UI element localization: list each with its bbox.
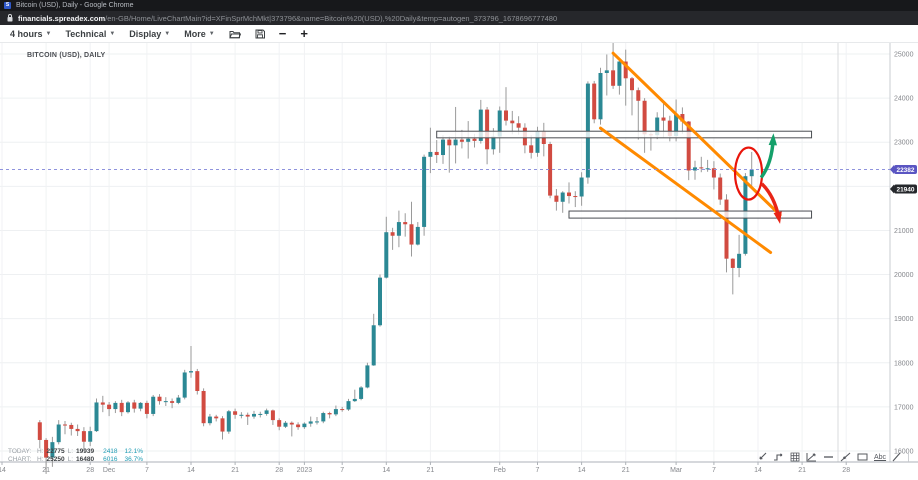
horizontal-line-tool-icon[interactable] <box>823 452 834 462</box>
window-title-bar: S Bitcoin (USD), Daily - Google Chrome <box>0 0 918 11</box>
svg-text:17000: 17000 <box>894 404 914 411</box>
svg-text:Mar: Mar <box>670 467 683 474</box>
today-stats-row: TODAY: H: 22775 L: 19939 2418 12.1% <box>8 448 143 455</box>
url-text: financials.spreadex.com/en-GB/Home/LiveC… <box>18 14 557 23</box>
channel-upper <box>611 51 782 217</box>
url-path: /en-GB/Home/LiveChartMain?id=XFinSprMchM… <box>105 13 558 23</box>
trend-angle-tool-icon[interactable] <box>806 452 817 462</box>
timeframe-menu[interactable]: 4 hours ▼ <box>10 28 52 39</box>
chevron-down-icon: ▼ <box>208 30 215 37</box>
grid-tool-icon[interactable] <box>790 452 800 462</box>
folder-icon <box>228 30 241 38</box>
svg-text:28: 28 <box>842 467 850 474</box>
resistance-zone <box>436 130 813 139</box>
trendline-tool-icon[interactable] <box>840 452 851 462</box>
zoom-out-button[interactable]: − <box>278 26 287 41</box>
polyline-tool-icon[interactable] <box>773 452 784 462</box>
zoom-in-button[interactable]: + <box>300 26 308 41</box>
svg-text:28: 28 <box>86 467 94 474</box>
secondary-price-badge: 21940 <box>890 184 917 194</box>
svg-text:2023: 2023 <box>297 467 313 474</box>
channel-lower <box>599 126 773 254</box>
svg-text:14: 14 <box>578 467 586 474</box>
pointer-tool-icon[interactable] <box>757 452 767 462</box>
save-button[interactable] <box>255 29 265 39</box>
bearish-arrow-head <box>773 211 782 224</box>
svg-text:7: 7 <box>536 467 540 474</box>
candles-layer <box>37 43 754 474</box>
open-folder-button[interactable] <box>228 29 241 39</box>
svg-text:Dec: Dec <box>103 467 116 474</box>
chart-symbol-label: BITCOIN (USD), DAILY <box>27 52 106 59</box>
svg-text:25000: 25000 <box>894 52 914 59</box>
svg-text:21: 21 <box>622 467 630 474</box>
svg-text:24000: 24000 <box>894 96 914 103</box>
chevron-down-icon: ▼ <box>109 30 116 37</box>
technical-menu[interactable]: Technical ▼ <box>65 28 116 39</box>
chart-toolbar: 4 hours ▼ Technical ▼ Display ▼ More ▼ − + <box>0 25 918 43</box>
svg-text:28: 28 <box>275 467 283 474</box>
svg-text:22382: 22382 <box>896 167 914 174</box>
bullish-arrow <box>759 139 775 179</box>
lock-icon <box>7 14 13 22</box>
svg-text:18000: 18000 <box>894 360 914 367</box>
svg-text:14: 14 <box>0 467 6 474</box>
svg-text:7: 7 <box>712 467 716 474</box>
window-title: Bitcoin (USD), Daily - Google Chrome <box>16 2 134 9</box>
annotations-layer <box>733 133 782 224</box>
price-badges-layer: 22382 21940 <box>890 164 917 194</box>
svg-text:21: 21 <box>231 467 239 474</box>
current-price-badge: 22382 <box>890 164 917 174</box>
svg-text:20000: 20000 <box>894 272 914 279</box>
session-stats: TODAY: H: 22775 L: 19939 2418 12.1% CHART: H: 25… <box>8 448 146 463</box>
axes-layer: 16000 17000 18000 19000 20000 21000 23000 24000… <box>0 43 918 474</box>
svg-text:21: 21 <box>427 467 435 474</box>
svg-text:14: 14 <box>382 467 390 474</box>
line-tool-icon[interactable] <box>892 452 901 462</box>
display-menu[interactable]: Display ▼ <box>129 28 171 39</box>
more-menu[interactable]: More ▼ <box>184 28 215 39</box>
svg-text:21000: 21000 <box>894 228 914 235</box>
svg-text:14: 14 <box>187 467 195 474</box>
svg-text:Feb: Feb <box>494 467 506 474</box>
svg-text:7: 7 <box>145 467 149 474</box>
url-domain: financials.spreadex.com <box>18 13 106 23</box>
chart-stats-row: CHART: H: 25250 L: 16480 6016 36.7% <box>8 455 143 463</box>
chevron-down-icon: ▼ <box>164 30 171 37</box>
svg-text:21940: 21940 <box>896 186 914 193</box>
text-tool-icon[interactable]: Abc <box>874 453 887 461</box>
svg-text:23000: 23000 <box>894 140 914 147</box>
separator: | <box>907 451 910 463</box>
svg-text:14: 14 <box>754 467 762 474</box>
svg-text:16000: 16000 <box>894 448 914 455</box>
save-icon <box>255 29 265 38</box>
svg-text:7: 7 <box>340 467 344 474</box>
address-bar[interactable]: financials.spreadex.com/en-GB/Home/LiveC… <box>0 11 918 25</box>
site-favicon: S <box>4 2 11 9</box>
chevron-down-icon: ▼ <box>45 30 52 37</box>
bullish-arrow-head <box>768 133 778 146</box>
support-zone <box>568 210 813 219</box>
grid-layer <box>0 43 890 462</box>
svg-text:19000: 19000 <box>894 316 914 323</box>
drawing-toolbar: Abc|× <box>757 450 918 464</box>
svg-text:21: 21 <box>798 467 806 474</box>
trendlines-layer <box>599 51 782 254</box>
zones-layer <box>436 130 813 219</box>
rectangle-tool-icon[interactable] <box>857 452 868 462</box>
